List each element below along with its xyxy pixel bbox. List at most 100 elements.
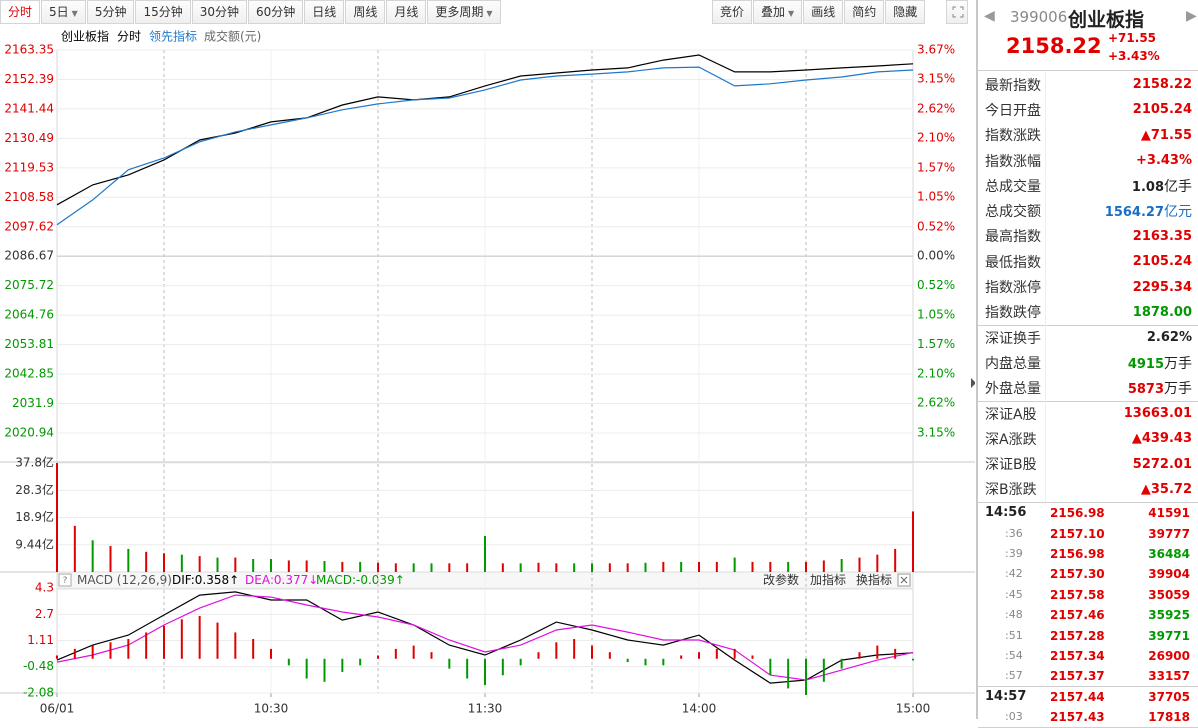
y-tick-label: 18.9亿 xyxy=(15,509,54,524)
volume-bar xyxy=(252,559,255,572)
macd-bar xyxy=(626,658,629,663)
quote-row: 外盘总量 5873万手 xyxy=(978,375,1198,401)
fullscreen-button[interactable] xyxy=(946,0,968,24)
quote-value: 1878.00 xyxy=(1046,305,1198,320)
indicator-button[interactable]: 加指标 xyxy=(810,572,846,587)
button-label: 隐藏 xyxy=(893,5,918,19)
separator xyxy=(978,502,1198,504)
indicator-button[interactable]: 换指标 xyxy=(856,572,892,587)
tick-time: :48 xyxy=(1005,608,1023,622)
toolbar-button[interactable]: 隐藏 xyxy=(885,0,926,24)
toolbar-button[interactable]: 5分钟 xyxy=(86,0,135,24)
help-icon[interactable] xyxy=(58,573,72,587)
quote-value: 2163.35 xyxy=(1046,229,1198,244)
quote-number: ▲439.43 xyxy=(1131,431,1192,447)
volume-bar xyxy=(430,563,433,572)
volume-bar xyxy=(484,535,486,572)
macd-bar xyxy=(822,658,825,682)
macd-bar xyxy=(715,648,718,659)
collapse-arrow[interactable] xyxy=(971,378,975,388)
button-label: 5日 xyxy=(49,5,69,19)
macd-bar xyxy=(608,652,611,659)
separator xyxy=(978,726,1198,728)
toolbar-button[interactable]: 叠加 ▼ xyxy=(753,0,803,24)
tick-time: :36 xyxy=(1005,526,1023,540)
quote-label: 最低指数 xyxy=(978,249,1046,275)
macd-bar xyxy=(573,639,576,659)
tick-volume: 36484 xyxy=(1148,546,1190,561)
y-tick-label: 2042.85 xyxy=(4,367,54,381)
indicator-button[interactable]: 改参数 xyxy=(763,572,799,587)
tick-price: 2157.43 xyxy=(1050,710,1105,725)
prev-arrow[interactable]: ◀ xyxy=(984,8,995,24)
fullscreen-icon xyxy=(952,6,964,18)
quote-value: 2105.24 xyxy=(1046,254,1198,269)
macd-bar xyxy=(341,658,344,672)
tick-time: :03 xyxy=(1005,710,1023,724)
toolbar-button[interactable]: 画线 xyxy=(803,0,844,24)
legend-dif: DIF:0.358↑ xyxy=(172,573,239,587)
volume-bar xyxy=(234,557,237,572)
volume-bar xyxy=(876,554,879,572)
y2-tick-label: 0.00% xyxy=(917,249,955,263)
quote-value: ▲71.55 xyxy=(1046,128,1198,143)
quote-number: 2105.24 xyxy=(1132,102,1192,118)
macd-bar xyxy=(894,648,897,659)
quote-label: 外盘总量 xyxy=(978,375,1046,401)
toolbar-button[interactable]: 5日 ▼ xyxy=(41,0,86,24)
macd-bar xyxy=(912,658,914,661)
last-price: 2158.22 xyxy=(1006,34,1102,58)
button-label: 5分钟 xyxy=(94,5,127,19)
macd-bar xyxy=(555,642,558,659)
tick-volume: 33157 xyxy=(1148,669,1190,684)
macd-bar xyxy=(56,655,58,659)
quote-unit: 亿手 xyxy=(1164,178,1192,195)
next-arrow[interactable]: ▶ xyxy=(1186,8,1197,24)
y-tick-label: 2031.9 xyxy=(12,396,54,410)
quote-value: 2.62% xyxy=(1046,330,1198,345)
series-line xyxy=(56,591,914,684)
macd-bar xyxy=(876,645,879,659)
quote-number: 1564.27 xyxy=(1104,205,1164,221)
button-label: 60分钟 xyxy=(256,5,296,19)
tick-row: :45 2157.58 35059 xyxy=(978,585,1198,605)
quote-value: 2158.22 xyxy=(1046,77,1198,92)
tick-price: 2157.10 xyxy=(1050,526,1105,541)
y-tick-label: 2152.39 xyxy=(4,72,54,86)
toolbar-button[interactable]: 简约 xyxy=(844,0,885,24)
toolbar-button[interactable]: 分时 xyxy=(0,0,41,24)
toolbar-button[interactable]: 竞价 xyxy=(712,0,753,24)
y-tick-label: 2141.44 xyxy=(4,101,54,115)
tick-price: 2157.37 xyxy=(1050,669,1105,684)
toolbar-button[interactable]: 月线 xyxy=(386,0,427,24)
toolbar-button[interactable]: 15分钟 xyxy=(135,0,191,24)
toolbar-button[interactable]: 日线 xyxy=(304,0,345,24)
tick-time: :54 xyxy=(1005,648,1023,662)
quote-value: +3.43% xyxy=(1046,153,1198,168)
y2-tick-label: 1.57% xyxy=(917,337,955,351)
volume-bar xyxy=(644,562,647,572)
volume-bar xyxy=(377,562,379,572)
tick-volume: 35925 xyxy=(1148,608,1190,623)
macd-bar xyxy=(787,658,790,689)
volume-bar xyxy=(787,561,790,572)
toolbar-button[interactable]: 周线 xyxy=(345,0,386,24)
toolbar-button[interactable]: 60分钟 xyxy=(248,0,304,24)
toolbar-button[interactable]: 30分钟 xyxy=(191,0,248,24)
toolbar-button[interactable]: 更多周期 ▼ xyxy=(427,0,501,24)
y-tick-label: 2020.94 xyxy=(4,426,54,440)
volume-bar xyxy=(127,548,130,572)
macd-bar xyxy=(109,642,112,659)
y-tick-label: 2053.81 xyxy=(4,337,54,351)
stock-code: 399006 xyxy=(1010,8,1068,26)
quote-unit: 亿元 xyxy=(1164,204,1192,221)
volume-bar xyxy=(822,560,825,572)
macd-bar xyxy=(412,645,415,659)
macd-title: MACD (12,26,9) xyxy=(77,573,172,587)
quote-label: 指数跌停 xyxy=(978,299,1046,325)
quote-label: 总成交额 xyxy=(978,198,1046,224)
y-tick-label: 28.3亿 xyxy=(15,482,54,497)
separator xyxy=(978,70,1198,71)
y2-tick-label: 3.15% xyxy=(917,72,955,86)
volume-bar xyxy=(555,563,558,572)
